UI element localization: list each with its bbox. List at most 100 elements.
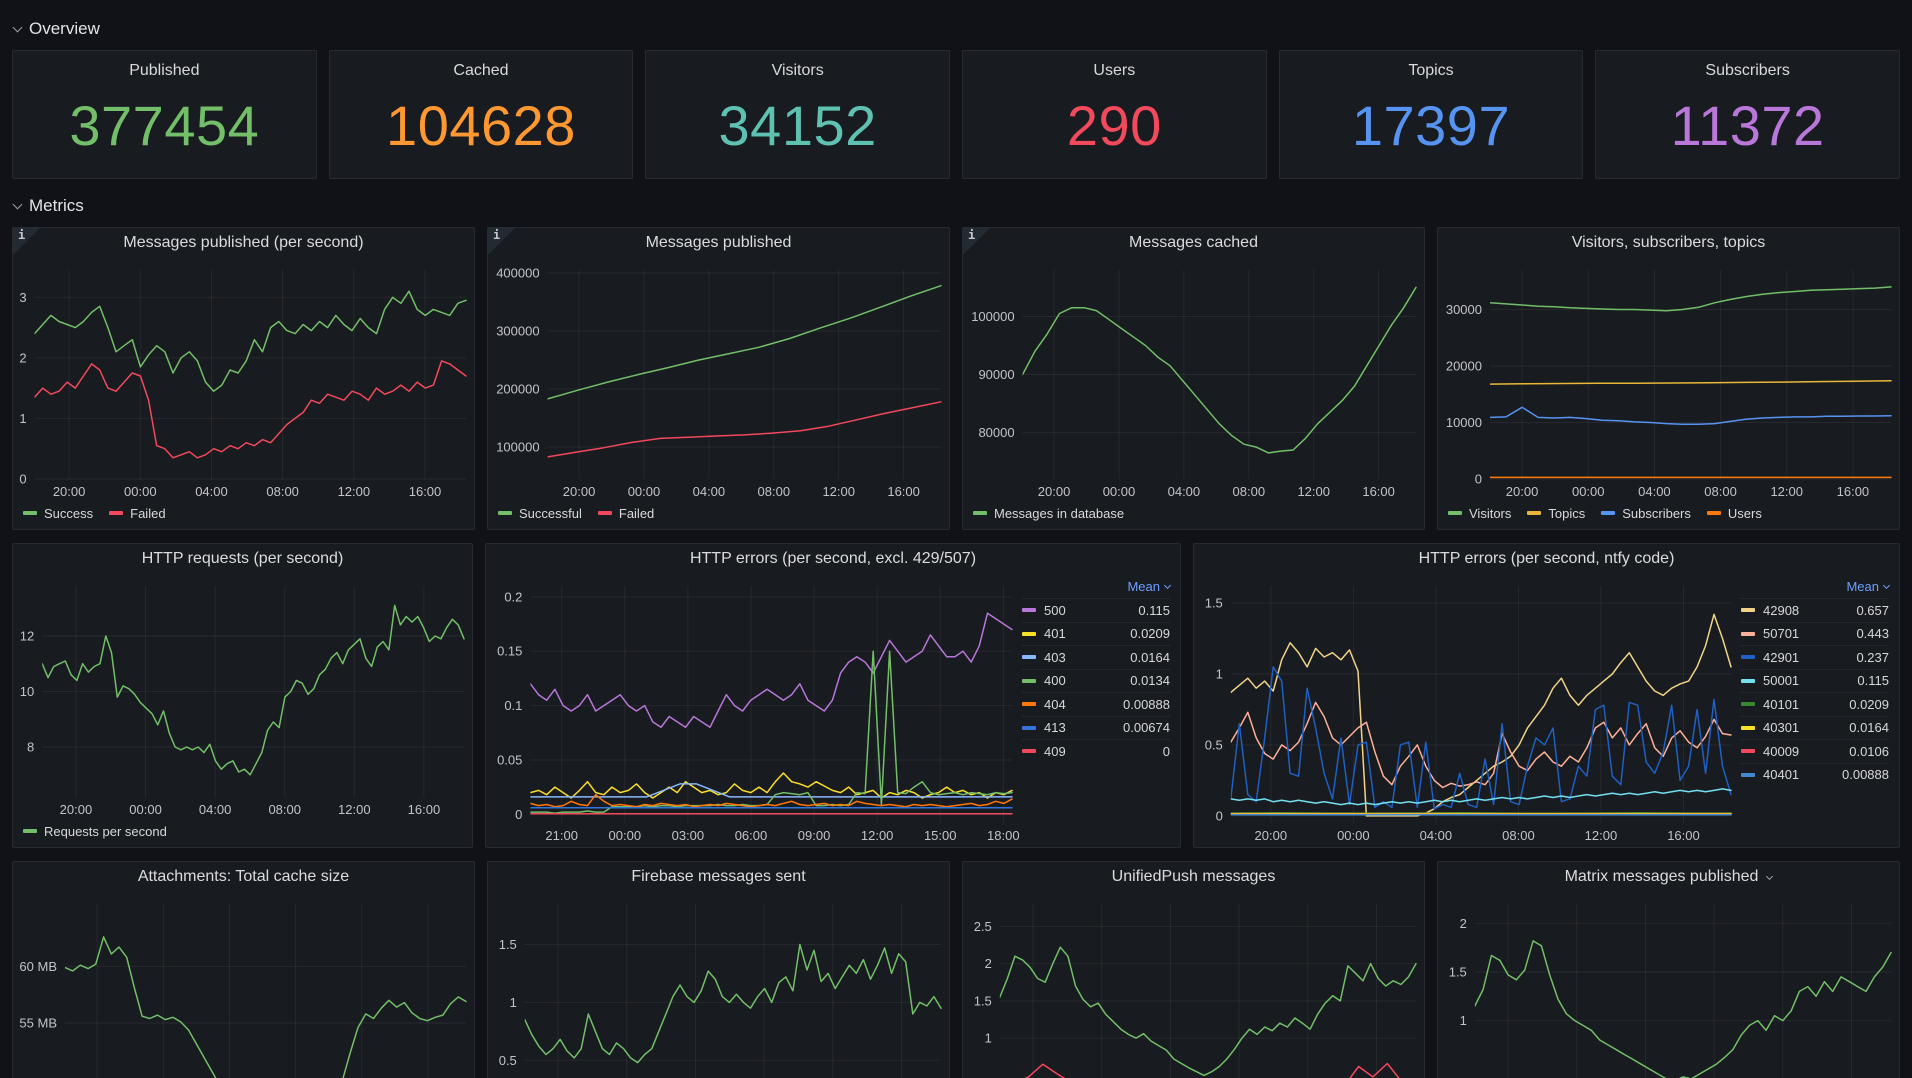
series-color-swatch — [1022, 608, 1036, 613]
panel-menu-chevron-icon[interactable] — [1766, 872, 1774, 880]
panel-header-messages-published-rate[interactable]: Messages published (per second) — [13, 228, 474, 258]
svg-text:16:00: 16:00 — [1837, 484, 1870, 499]
panel-info-corner[interactable]: i — [963, 228, 990, 255]
legend-item-409[interactable]: 409 0 — [1022, 739, 1170, 763]
svg-text:2: 2 — [19, 350, 26, 365]
panel-header-matrix-messages-published[interactable]: Matrix messages published — [1438, 862, 1899, 892]
legend-item-requests-per-second[interactable]: Requests per second — [23, 824, 167, 839]
legend-item-40401[interactable]: 40401 0.00888 — [1741, 762, 1889, 787]
panel-title: Attachments: Total cache size — [137, 868, 350, 885]
chart-panel-messages-published: Messages published 100000 200000 300000 4000… — [487, 227, 950, 530]
svg-text:12:00: 12:00 — [861, 828, 894, 843]
series-color-swatch — [1022, 749, 1036, 754]
panel-title: Messages cached — [1129, 234, 1258, 251]
svg-text:1.5: 1.5 — [1449, 965, 1467, 980]
chart-canvas: 100000 200000 300000 400000 20:00 00:00 04:00 0… — [488, 258, 949, 503]
legend-item-success[interactable]: Success — [23, 506, 93, 521]
legend-item-401[interactable]: 401 0.0209 — [1022, 621, 1170, 646]
panel-header-http-requests[interactable]: HTTP requests (per second) — [13, 544, 472, 574]
legend-item-topics[interactable]: Topics — [1527, 506, 1585, 521]
svg-text:2.5: 2.5 — [974, 919, 992, 934]
svg-text:55 MB: 55 MB — [19, 1016, 57, 1031]
panel-header-http-errors-excl[interactable]: HTTP errors (per second, excl. 429/507) — [486, 544, 1180, 574]
legend-item-subscribers[interactable]: Subscribers — [1601, 506, 1691, 521]
legend-item-404[interactable]: 404 0.00888 — [1022, 692, 1170, 716]
legend-series-label: 400 — [1044, 673, 1066, 689]
panel-title: Matrix messages published — [1564, 868, 1759, 885]
series-color-swatch — [1741, 678, 1755, 683]
panel-header-messages-cached[interactable]: Messages cached — [963, 228, 1424, 258]
svg-text:3: 3 — [19, 290, 26, 305]
svg-text:08:00: 08:00 — [1233, 484, 1266, 499]
stat-panel-subscribers: Subscribers 11372 — [1595, 50, 1900, 179]
svg-text:04:00: 04:00 — [199, 802, 232, 817]
svg-text:12:00: 12:00 — [1770, 484, 1803, 499]
legend-item-413[interactable]: 413 0.00674 — [1022, 715, 1170, 740]
legend-table: Mean 42908 0.657 50701 0.443 42901 0.237 50001 0… — [1739, 574, 1899, 847]
legend-series-label: 404 — [1044, 696, 1066, 712]
legend-series-label: Subscribers — [1622, 505, 1691, 521]
svg-text:2: 2 — [1460, 916, 1467, 931]
svg-text:20000: 20000 — [1446, 359, 1482, 374]
svg-text:12:00: 12:00 — [1585, 828, 1618, 843]
legend-item-400[interactable]: 400 0.0134 — [1022, 668, 1170, 693]
legend-item-40009[interactable]: 40009 0.0106 — [1741, 739, 1889, 763]
legend-item-users[interactable]: Users — [1706, 506, 1762, 521]
legend-series-label: Visitors — [1469, 505, 1512, 521]
stat-value: 17397 — [1351, 93, 1511, 157]
svg-text:09:00: 09:00 — [798, 828, 831, 843]
legend-item-messages-in-database[interactable]: Messages in database — [973, 506, 1124, 521]
legend-item-42901[interactable]: 42901 0.237 — [1741, 645, 1889, 669]
panel-title: Messages published (per second) — [123, 234, 364, 251]
panel-body: 0 0.05 0.1 0.15 0.2 21:00 00:00 03:00 06:00 09:00… — [486, 574, 1180, 847]
legend-list: Successful Failed — [488, 503, 949, 529]
section-row-overview[interactable]: Overview — [12, 16, 1900, 42]
chart-panel-unifiedpush-messages: UnifiedPush messages11.522.520:0000:0004… — [962, 861, 1425, 1078]
legend-item-403[interactable]: 403 0.0164 — [1022, 645, 1170, 669]
svg-text:04:00: 04:00 — [1638, 484, 1671, 499]
legend-item-successful[interactable]: Successful — [498, 506, 582, 521]
legend-series-mean: 0.443 — [1856, 626, 1889, 642]
panel-header-visitors-subscribers-topics[interactable]: Visitors, subscribers, topics — [1438, 228, 1899, 258]
panel-header-attachments-cache-size[interactable]: Attachments: Total cache size — [13, 862, 474, 892]
svg-text:1.5: 1.5 — [974, 993, 992, 1008]
svg-text:1: 1 — [19, 411, 26, 426]
legend-mean-sort[interactable]: Mean — [1741, 576, 1891, 598]
section-metrics-label: Metrics — [29, 196, 84, 215]
stat-label: Published — [129, 62, 200, 79]
svg-text:200000: 200000 — [496, 382, 539, 397]
legend-item-50001[interactable]: 50001 0.115 — [1741, 668, 1889, 693]
series-color-swatch — [973, 511, 987, 515]
panel-info-corner[interactable]: i — [13, 228, 40, 255]
legend-item-failed[interactable]: Failed — [109, 506, 166, 521]
svg-text:04:00: 04:00 — [195, 484, 228, 499]
legend-item-visitors[interactable]: Visitors — [1448, 506, 1511, 521]
stat-value: 290 — [1066, 93, 1162, 157]
legend-series-label: Success — [44, 505, 94, 521]
panel-header-messages-published[interactable]: Messages published — [488, 228, 949, 258]
legend-item-40101[interactable]: 40101 0.0209 — [1741, 692, 1889, 716]
legend-series-label: 50001 — [1763, 673, 1800, 689]
panel-info-corner[interactable]: i — [488, 228, 515, 255]
stat-panel-users: Users 290 — [961, 50, 1267, 179]
legend-item-42908[interactable]: 42908 0.657 — [1741, 598, 1889, 622]
legend-item-failed[interactable]: Failed — [597, 506, 654, 521]
legend-item-500[interactable]: 500 0.115 — [1022, 598, 1170, 622]
legend-item-40301[interactable]: 40301 0.0164 — [1741, 715, 1889, 740]
panel-header-firebase-messages-sent[interactable]: Firebase messages sent — [488, 862, 949, 892]
legend-mean-sort[interactable]: Mean — [1022, 576, 1172, 598]
section-row-metrics[interactable]: Metrics — [12, 193, 1900, 219]
chart-area: 8 10 12 20:00 00:00 04:00 08:00 12:00 16:00 — [13, 574, 472, 821]
svg-text:0: 0 — [515, 807, 522, 822]
panel-header-http-errors-ntfy[interactable]: HTTP errors (per second, ntfy code) — [1194, 544, 1899, 574]
series-color-swatch — [1022, 725, 1036, 730]
panel-header-unifiedpush-messages[interactable]: UnifiedPush messages — [963, 862, 1424, 892]
chart-canvas: 80000 90000 100000 20:00 00:00 04:00 08:00 12:0… — [963, 258, 1424, 503]
svg-text:30000: 30000 — [1446, 302, 1482, 317]
legend-item-50701[interactable]: 50701 0.443 — [1741, 621, 1889, 646]
